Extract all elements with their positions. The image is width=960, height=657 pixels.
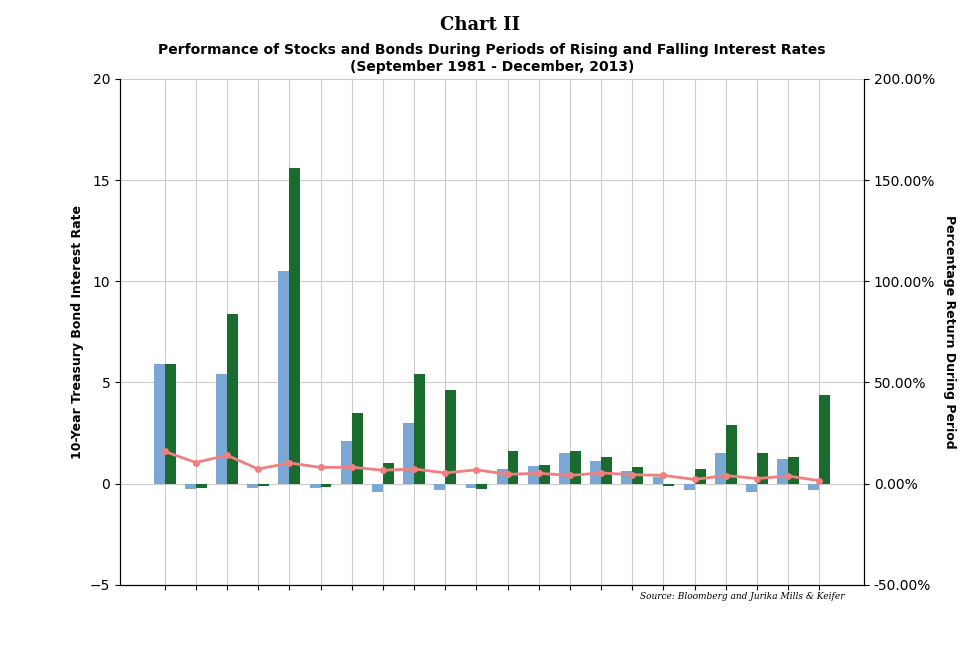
Text: Source: Bloomberg and Jurika Mills & Keifer: Source: Bloomberg and Jurika Mills & Kei… bbox=[640, 592, 845, 601]
10-Year Treasury Bond Yield bbox=[470, 466, 482, 474]
10-Year Treasury Bond Yield bbox=[720, 472, 732, 480]
Bar bbox=[819, 394, 830, 484]
Bar bbox=[746, 484, 756, 491]
Bar bbox=[788, 457, 799, 484]
Bar bbox=[248, 484, 258, 487]
Bar bbox=[310, 484, 321, 487]
10-Year Treasury Bond Yield bbox=[595, 469, 607, 477]
Y-axis label: Percentage Return During Period: Percentage Return During Period bbox=[943, 215, 956, 449]
Bar bbox=[633, 467, 643, 484]
Bar bbox=[403, 423, 414, 484]
Bar bbox=[715, 453, 726, 484]
Bar bbox=[539, 465, 550, 484]
Bar bbox=[341, 441, 351, 484]
Bar bbox=[383, 463, 394, 484]
Bar bbox=[351, 413, 363, 484]
Bar bbox=[601, 457, 612, 484]
Bar bbox=[228, 313, 238, 484]
Bar bbox=[778, 459, 788, 484]
10-Year Treasury Bond Yield bbox=[190, 459, 202, 466]
Bar bbox=[590, 461, 601, 484]
Bar bbox=[559, 453, 570, 484]
10-Year Treasury Bond Yield bbox=[222, 451, 233, 459]
Line: 10-Year Treasury Bond Yield: 10-Year Treasury Bond Yield bbox=[162, 449, 822, 484]
Bar bbox=[185, 484, 196, 489]
Bar bbox=[756, 453, 768, 484]
Bar bbox=[289, 168, 300, 484]
Bar bbox=[321, 484, 331, 487]
10-Year Treasury Bond Yield bbox=[813, 477, 825, 485]
10-Year Treasury Bond Yield bbox=[283, 459, 295, 467]
10-Year Treasury Bond Yield bbox=[533, 469, 544, 477]
10-Year Treasury Bond Yield bbox=[627, 470, 638, 478]
Y-axis label: 10-Year Treasury Bond Interest Rate: 10-Year Treasury Bond Interest Rate bbox=[71, 205, 84, 459]
10-Year Treasury Bond Yield bbox=[782, 472, 794, 480]
Bar bbox=[528, 466, 539, 484]
Bar bbox=[165, 364, 176, 484]
Bar bbox=[496, 469, 508, 484]
Bar bbox=[414, 374, 425, 484]
10-Year Treasury Bond Yield bbox=[315, 463, 326, 471]
Bar bbox=[476, 484, 488, 489]
Bar bbox=[808, 484, 819, 489]
10-Year Treasury Bond Yield bbox=[751, 474, 762, 482]
10-Year Treasury Bond Yield bbox=[408, 465, 420, 473]
10-Year Treasury Bond Yield bbox=[159, 447, 171, 455]
Bar bbox=[372, 484, 383, 491]
Bar bbox=[278, 271, 289, 484]
10-Year Treasury Bond Yield bbox=[377, 466, 389, 474]
10-Year Treasury Bond Yield bbox=[252, 465, 264, 473]
Bar bbox=[570, 451, 581, 484]
10-Year Treasury Bond Yield bbox=[502, 470, 514, 478]
Bar bbox=[445, 390, 456, 484]
Bar bbox=[154, 364, 165, 484]
Bar bbox=[663, 484, 674, 486]
10-Year Treasury Bond Yield bbox=[564, 472, 576, 480]
Bar bbox=[196, 484, 206, 487]
Title: Performance of Stocks and Bonds During Periods of Rising and Falling Interest Ra: Performance of Stocks and Bonds During P… bbox=[158, 43, 826, 74]
Bar bbox=[726, 425, 736, 484]
Text: Chart II: Chart II bbox=[440, 16, 520, 34]
10-Year Treasury Bond Yield bbox=[689, 476, 701, 484]
Bar bbox=[216, 374, 228, 484]
Bar bbox=[508, 451, 518, 484]
Bar bbox=[466, 484, 476, 487]
Bar bbox=[434, 484, 445, 489]
Bar bbox=[695, 469, 706, 484]
Bar bbox=[258, 484, 269, 486]
10-Year Treasury Bond Yield bbox=[346, 463, 357, 471]
10-Year Treasury Bond Yield bbox=[658, 472, 669, 480]
Bar bbox=[684, 484, 695, 489]
Bar bbox=[621, 472, 633, 484]
10-Year Treasury Bond Yield bbox=[440, 469, 451, 477]
Bar bbox=[653, 478, 663, 484]
